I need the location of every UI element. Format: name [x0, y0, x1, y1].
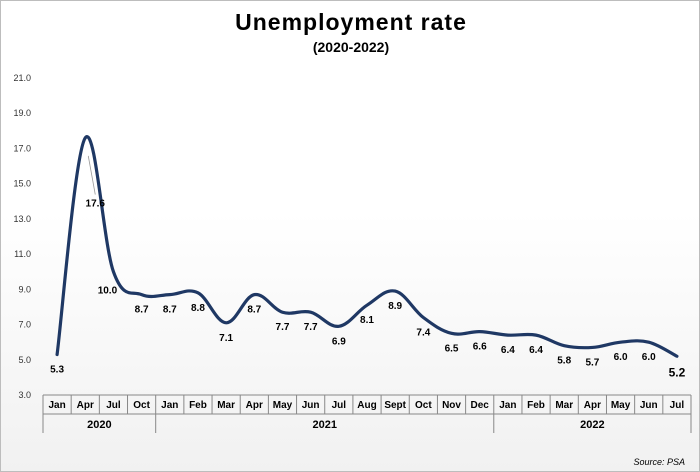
chart-subtitle: (2020-2022): [312, 39, 390, 55]
source-note: Source: PSA: [633, 457, 685, 467]
x-tick-label: Aug: [357, 400, 376, 411]
data-label: 6.5: [445, 343, 459, 354]
data-label: 8.1: [360, 315, 374, 326]
data-label: 6.6: [473, 342, 487, 353]
x-tick-label: May: [611, 400, 631, 411]
x-tick-label: Jan: [161, 400, 178, 411]
data-label: 5.3: [50, 364, 64, 375]
x-tick-label: Dec: [471, 400, 490, 411]
x-tick-label: Feb: [189, 400, 207, 411]
x-tick-label: Jul: [332, 400, 347, 411]
data-label: 6.4: [501, 345, 515, 356]
data-label: 7.4: [416, 328, 430, 339]
data-label: 5.8: [557, 356, 571, 367]
x-tick-label: Nov: [442, 400, 461, 411]
x-tick-label: Oct: [133, 400, 150, 411]
data-label: 8.9: [388, 301, 402, 312]
y-tick-label: 7.0: [18, 320, 31, 330]
data-label: 5.7: [585, 357, 599, 368]
y-tick-label: 9.0: [18, 284, 31, 294]
data-label: 6.4: [529, 345, 543, 356]
y-tick-label: 3.0: [18, 390, 31, 400]
x-tick-label: Oct: [415, 400, 432, 411]
year-label: 2021: [312, 419, 336, 431]
x-tick-label: Jul: [106, 400, 121, 411]
y-tick-label: 5.0: [18, 355, 31, 365]
x-tick-label: Mar: [217, 400, 235, 411]
data-label: 6.0: [642, 352, 656, 363]
data-label: 17.6: [86, 199, 106, 210]
x-tick-label: Apr: [246, 400, 263, 411]
x-tick-label: Jan: [48, 400, 65, 411]
data-label: 10.0: [98, 286, 118, 297]
x-tick-label: Apr: [77, 400, 94, 411]
data-label: 8.8: [191, 303, 205, 314]
year-label: 2020: [87, 419, 111, 431]
y-tick-label: 13.0: [13, 214, 31, 224]
y-tick-label: 17.0: [13, 143, 31, 153]
x-tick-label: Jun: [302, 400, 320, 411]
data-label: 8.7: [247, 305, 261, 316]
y-tick-label: 15.0: [13, 179, 31, 189]
chart-title: Unemployment rate: [235, 9, 467, 35]
data-label: 5.2: [669, 365, 686, 379]
y-tick-label: 11.0: [14, 249, 31, 259]
x-tick-label: Jul: [670, 400, 685, 411]
data-label: 6.9: [332, 336, 346, 347]
x-tick-label: Feb: [527, 400, 545, 411]
data-label: 6.0: [614, 352, 628, 363]
data-label: 7.7: [276, 322, 290, 333]
y-tick-label: 19.0: [13, 108, 31, 118]
y-tick-label: 21.0: [13, 73, 31, 83]
x-tick-label: May: [273, 400, 293, 411]
series-line: [55, 135, 679, 358]
data-label: 7.1: [219, 333, 233, 344]
data-label: 8.7: [163, 305, 177, 316]
x-tick-label: Jun: [640, 400, 658, 411]
data-label: 8.7: [135, 305, 149, 316]
x-tick-label: Mar: [555, 400, 573, 411]
x-tick-label: Sept: [384, 400, 406, 411]
x-tick-label: Jan: [499, 400, 516, 411]
data-label-leader: [87, 155, 96, 195]
year-label: 2022: [580, 419, 604, 431]
x-tick-label: Apr: [584, 400, 601, 411]
data-label: 7.7: [304, 322, 318, 333]
